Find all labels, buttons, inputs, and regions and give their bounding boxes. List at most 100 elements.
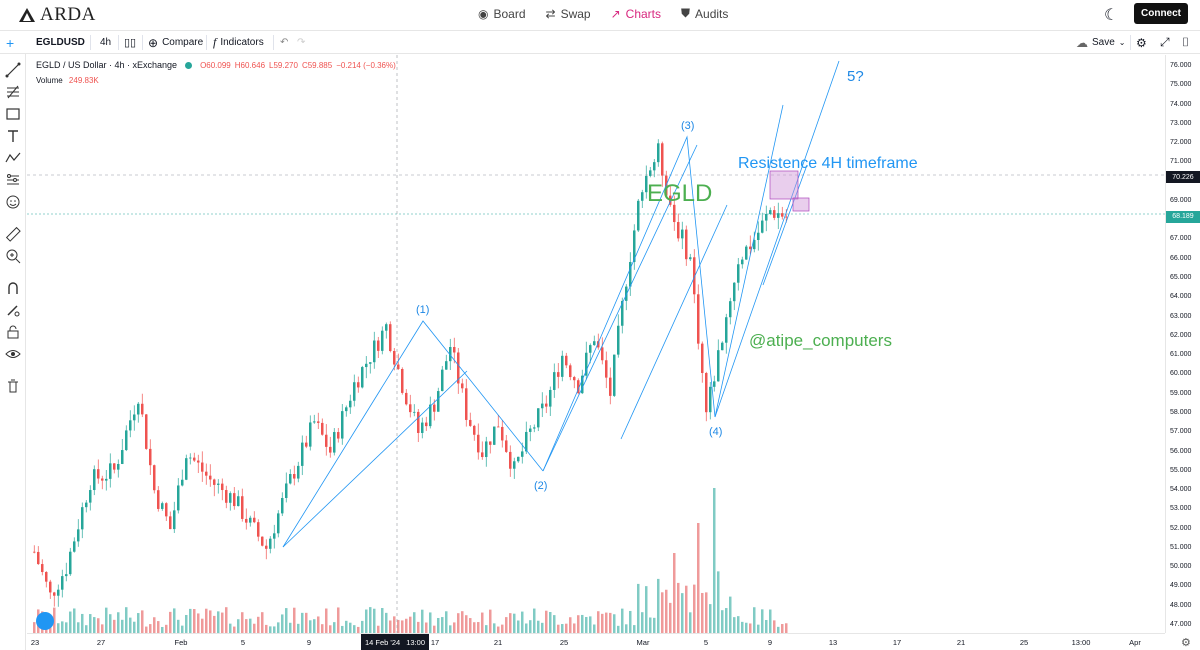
time-settings-gear-icon[interactable]: ⚙ (1181, 637, 1191, 649)
candle-body (245, 518, 248, 523)
time-tick: 5 (240, 638, 246, 647)
candle-body (461, 383, 464, 389)
tv-logo-icon (36, 612, 54, 630)
trash-icon[interactable] (5, 378, 21, 394)
candle-body (613, 354, 616, 396)
candle-body (257, 522, 260, 537)
volume-bar (721, 610, 724, 633)
volume-bar (273, 626, 276, 633)
volume-bar (381, 608, 384, 633)
price-axis[interactable]: 76.00075.00074.00073.00072.00071.00070.0… (1165, 55, 1200, 633)
candle-body (189, 457, 192, 459)
legend-change: −0.214 (−0.36%) (336, 60, 396, 70)
fullscreen-icon[interactable]: ⤢ (1160, 35, 1170, 49)
volume-bar (577, 615, 580, 633)
volume-bar (533, 608, 536, 633)
candle-body (181, 479, 184, 486)
pencil-lock-icon[interactable] (5, 302, 21, 318)
ruler-icon[interactable] (5, 226, 21, 242)
price-tick: 72.000 (1170, 139, 1192, 147)
volume-bar (621, 608, 624, 633)
candle-body (409, 404, 412, 413)
nav-charts[interactable]: ↗ Charts (611, 6, 661, 21)
zoom-in-icon[interactable] (5, 248, 21, 264)
pattern-tool-icon[interactable] (5, 150, 21, 166)
candle-type-icon[interactable]: ▯▯ (124, 37, 137, 49)
volume-bar (265, 624, 268, 633)
volume-bar (349, 622, 352, 633)
candle-body (333, 432, 336, 453)
undo-icon[interactable]: ↶ (280, 37, 289, 48)
candle-body (553, 372, 556, 390)
volume-bar (689, 612, 692, 633)
candle-body (473, 425, 476, 435)
fib-tool-icon[interactable] (5, 84, 21, 100)
candle-body (697, 294, 700, 344)
price-tick: 53.000 (1170, 505, 1192, 513)
indicators-button[interactable]: f Indicators (213, 31, 264, 54)
candle-body (301, 442, 304, 466)
rectangle-tool-icon[interactable] (5, 106, 21, 122)
emoji-icon[interactable] (5, 194, 21, 210)
wave-label-2: (2) (534, 480, 547, 492)
crosshair-price-label: 70.226 (1166, 171, 1200, 184)
candle-body (597, 341, 600, 348)
candle-body (497, 426, 500, 428)
legend-status-dot (185, 61, 193, 69)
text-tool-icon[interactable] (5, 128, 21, 144)
interval-selector[interactable]: 4h (100, 37, 112, 48)
price-chart[interactable]: (1) (2) (3) (4) 5? Resistence 4H timefra… (27, 55, 1165, 633)
resistance-zone-upper (769, 170, 799, 200)
candle-body (465, 388, 468, 420)
nav-swap[interactable]: ⇄ Swap (546, 6, 591, 21)
legend-high: H60.646 (234, 60, 266, 70)
compare-button[interactable]: ⊕ Compare (148, 31, 203, 54)
candle-body (193, 457, 196, 461)
nav-board[interactable]: ◉ Board (478, 6, 526, 21)
volume-bar (509, 613, 512, 633)
connect-button[interactable]: Connect (1134, 3, 1188, 24)
brand-logo[interactable]: ARDA (18, 4, 96, 26)
volume-bar (57, 623, 60, 633)
settings-gear-icon[interactable]: ⚙ (1136, 35, 1147, 50)
volume-bar (649, 617, 652, 633)
volume-bar (329, 625, 332, 633)
wave-line-3 (542, 135, 716, 472)
candle-body (693, 257, 696, 295)
dark-mode-moon-icon[interactable]: ☾ (1104, 7, 1119, 24)
lock-icon[interactable] (5, 324, 21, 340)
candle-body (757, 232, 760, 240)
candle-body (337, 432, 340, 439)
nav-audits[interactable]: ⛊ Audits (681, 6, 728, 21)
time-tick: 9 (767, 638, 773, 647)
candle-body (569, 365, 572, 378)
prediction-tool-icon[interactable] (5, 172, 21, 188)
time-axis[interactable]: 14 Feb '24 13:00 23 27 Feb 5 9 17 21 25 Mar 5 9 13 1… (27, 633, 1165, 650)
volume-bar (397, 619, 400, 633)
candle-body (717, 350, 720, 382)
save-button[interactable]: ☁ Save ⌄ (1076, 31, 1126, 54)
candle-body (705, 373, 708, 413)
trend-line-icon[interactable] (5, 62, 21, 78)
volume-bar (457, 613, 460, 633)
volume-bar (537, 620, 540, 633)
candle-body (505, 440, 508, 452)
redo-icon[interactable]: ↷ (297, 37, 306, 48)
symbol-search[interactable]: EGLDUSD (36, 37, 85, 48)
volume-legend: Volume 249.83K (36, 76, 99, 85)
volume-bar (261, 612, 264, 633)
magnet-icon[interactable] (5, 280, 21, 296)
candle-body (97, 469, 100, 479)
volume-layer (33, 488, 788, 633)
camera-icon[interactable]: ⌷ (1182, 35, 1190, 49)
candle-body (733, 282, 736, 302)
candle-body (289, 474, 292, 484)
candle-body (677, 222, 680, 239)
candle-body (509, 451, 512, 469)
volume-bar (477, 622, 480, 633)
volume-bar (281, 614, 284, 633)
time-tick: Mar (636, 638, 650, 647)
eye-icon[interactable] (5, 346, 21, 362)
candle-body (773, 210, 776, 218)
crosshair-tool-icon[interactable]: + (6, 34, 15, 51)
